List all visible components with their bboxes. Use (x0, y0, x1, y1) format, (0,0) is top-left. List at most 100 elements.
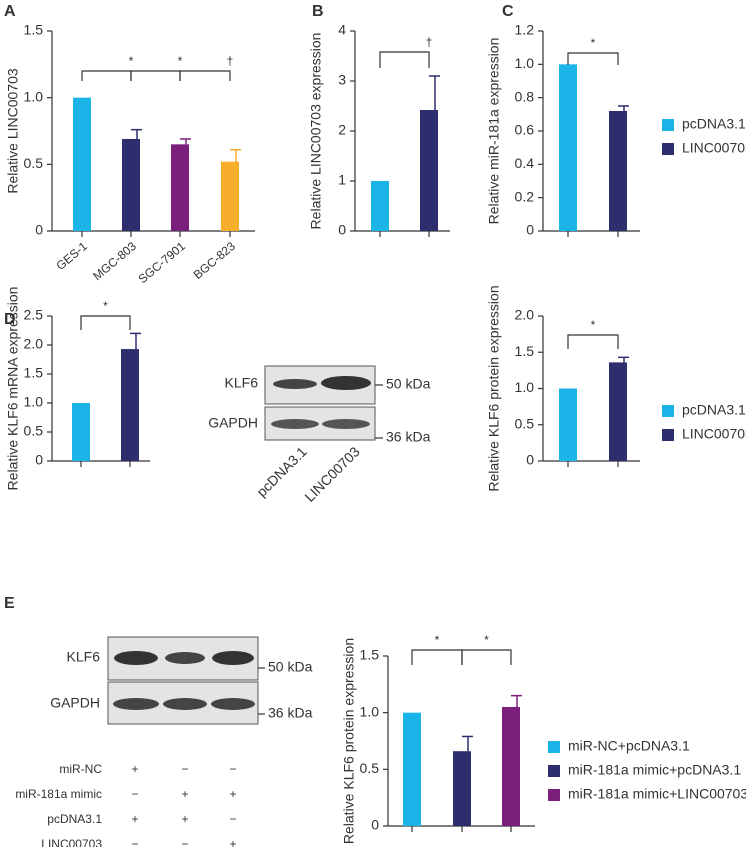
band (273, 379, 317, 389)
y-axis-label: Relative miR-181a expression (486, 38, 502, 225)
size-label: 50 kDa (386, 376, 431, 392)
condition-mark: − (181, 762, 188, 776)
condition-mark: + (229, 837, 236, 847)
bar (221, 161, 239, 231)
band (165, 652, 205, 664)
bar (73, 97, 91, 232)
y-tick-label: 2.0 (515, 307, 535, 323)
significance-label: * (103, 299, 108, 313)
band-label: KLF6 (225, 375, 259, 391)
legend-swatch (662, 119, 674, 131)
y-tick-label: 1 (338, 172, 346, 188)
significance-bracket (567, 334, 619, 349)
band-label: GAPDH (208, 415, 258, 431)
y-tick-label: 1.0 (515, 55, 535, 71)
blot-e: KLF6 GAPDH 50 kDa 36 kDa (50, 636, 313, 725)
size-label: 36 kDa (268, 705, 313, 721)
y-axis-label: Relative KLF6 protein expression (341, 638, 357, 844)
y-tick-label: 3 (338, 72, 346, 88)
y-tick-label: 0.6 (515, 122, 535, 138)
bar (420, 110, 438, 231)
significance-bracket (379, 51, 430, 68)
condition-mark: − (181, 837, 188, 847)
significance-bracket (81, 70, 132, 81)
legend-swatch (548, 765, 560, 777)
significance-bracket (411, 649, 463, 665)
lane-label: pcDNA3.1 (253, 443, 310, 500)
y-tick-label: 1.0 (24, 394, 44, 410)
y-tick-label: 0.8 (515, 88, 535, 104)
y-tick-label: 1.5 (515, 343, 535, 359)
legend-swatch (548, 741, 560, 753)
condition-label: miR-NC (59, 762, 102, 776)
band (212, 651, 254, 665)
y-tick-label: 1.0 (24, 88, 44, 104)
panel-label: B (312, 3, 324, 20)
condition-mark: + (181, 787, 188, 801)
bar (502, 707, 520, 826)
band-label: GAPDH (50, 695, 100, 711)
bar (121, 349, 139, 461)
x-tick-label: SGC-7901 (136, 239, 189, 286)
y-tick-label: 2.0 (24, 336, 44, 352)
significance-label: * (178, 54, 183, 68)
condition-mark: − (131, 787, 138, 801)
panel-label: C (502, 3, 514, 20)
band (114, 651, 158, 665)
y-axis-label: Relative LINC00703 expression (308, 33, 324, 230)
y-tick-label: 1.5 (360, 647, 380, 663)
band (322, 419, 370, 429)
condition-mark: − (131, 837, 138, 847)
legend-label: pcDNA3.1 (682, 116, 746, 132)
y-tick-label: 0.5 (515, 415, 535, 431)
legend-label: LINC00703 (682, 426, 746, 442)
size-label: 50 kDa (268, 659, 313, 675)
condition-mark: + (131, 812, 138, 826)
y-tick-label: 1.5 (24, 22, 44, 38)
bar (559, 388, 577, 461)
band (113, 698, 159, 710)
y-tick-label: 1.0 (515, 379, 535, 395)
y-tick-label: 1.0 (360, 703, 380, 719)
bar (371, 181, 389, 231)
bar (122, 139, 140, 231)
bar (453, 751, 471, 826)
condition-mark: + (131, 762, 138, 776)
y-tick-label: 1.2 (515, 22, 535, 38)
bar (609, 111, 627, 231)
y-tick-label: 0 (338, 222, 346, 238)
significance-label: * (435, 633, 440, 647)
lane-label: LINC00703 (301, 443, 363, 505)
significance-label: † (426, 35, 433, 49)
legend-swatch (662, 429, 674, 441)
bar (403, 712, 421, 826)
y-tick-label: 0.5 (24, 155, 44, 171)
bar (559, 64, 577, 231)
panel-label: E (4, 595, 15, 612)
x-tick-label: BGC-823 (191, 239, 239, 282)
condition-mark: + (181, 812, 188, 826)
condition-mark: − (229, 812, 236, 826)
y-tick-label: 0 (35, 452, 43, 468)
significance-label: * (591, 318, 596, 332)
y-tick-label: 2.5 (24, 307, 44, 323)
legend-swatch (662, 143, 674, 155)
legend-label: miR-181a mimic+pcDNA3.1 (568, 762, 741, 778)
y-axis-label: Relative LINC00703 (5, 68, 21, 194)
significance-label: * (591, 36, 596, 50)
y-tick-label: 0 (371, 817, 379, 833)
significance-bracket (461, 649, 512, 665)
y-tick-label: 4 (338, 22, 346, 38)
y-tick-label: 0 (35, 222, 43, 238)
legend-swatch (548, 789, 560, 801)
blot-d: KLF6 GAPDH 50 kDa 36 kDa pcDNA3.1 LINC00… (208, 365, 431, 505)
significance-label: * (129, 54, 134, 68)
significance-bracket (80, 315, 131, 330)
significance-bracket (567, 52, 619, 65)
significance-bracket (179, 70, 231, 81)
condition-label: LINC00703 (41, 837, 102, 847)
condition-label: miR-181a mimic (15, 787, 102, 801)
y-tick-label: 0.2 (515, 188, 535, 204)
band (211, 698, 255, 710)
